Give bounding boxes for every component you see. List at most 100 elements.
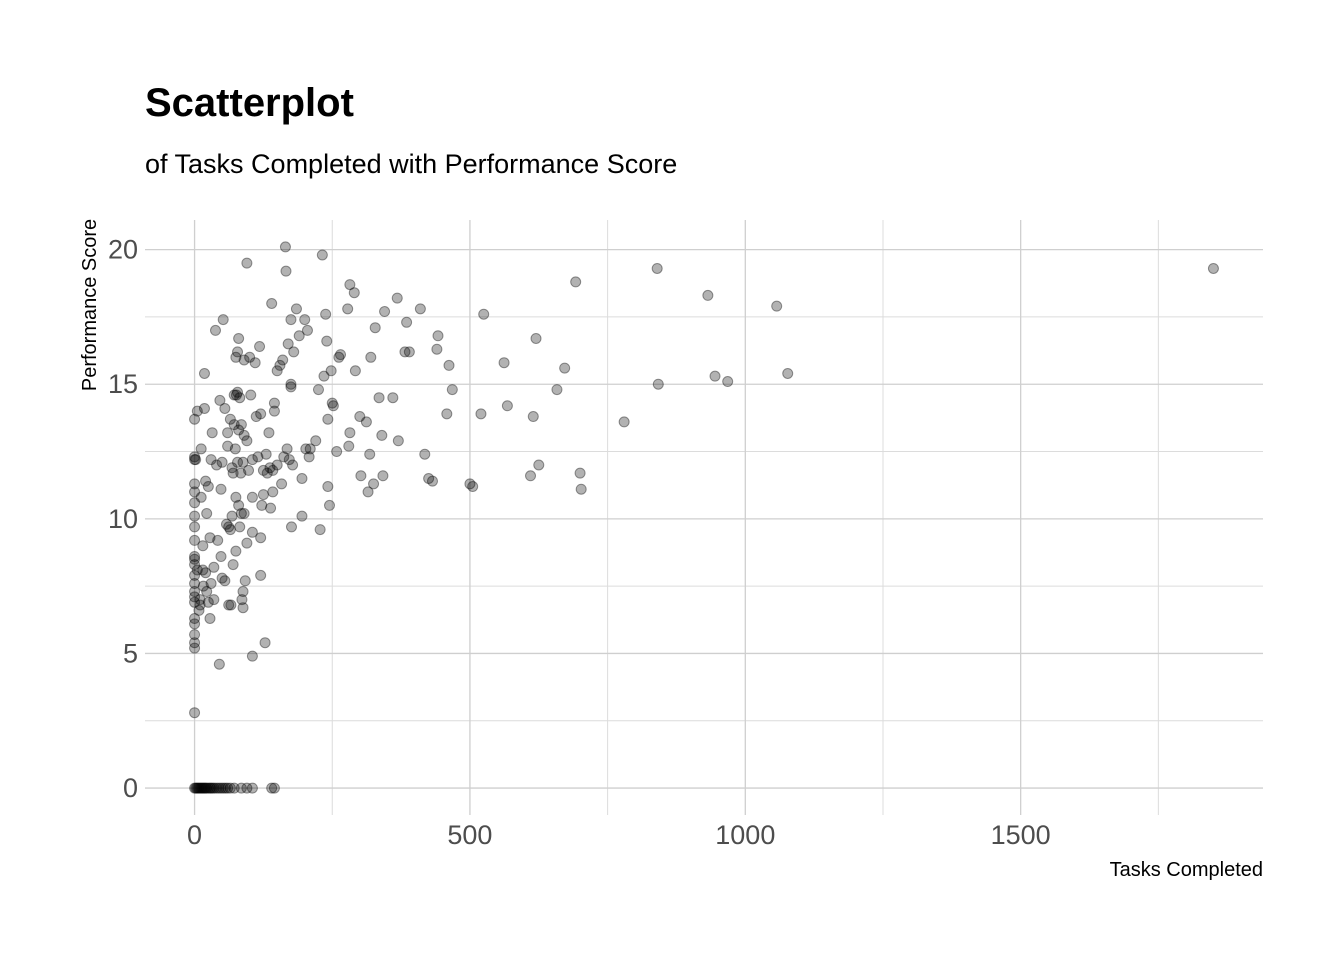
data-point <box>467 481 479 493</box>
chart-subtitle: of Tasks Completed with Performance Scor… <box>145 149 677 179</box>
data-point <box>432 330 444 342</box>
data-point <box>254 341 266 353</box>
data-point <box>198 367 210 379</box>
data-point <box>288 346 300 358</box>
data-point <box>216 572 228 584</box>
data-point <box>237 456 249 468</box>
data-point <box>228 389 240 401</box>
data-point <box>195 443 207 455</box>
data-point <box>215 483 227 495</box>
data-point <box>702 289 714 301</box>
data-point <box>304 443 316 455</box>
data-point <box>217 782 229 794</box>
data-point <box>226 462 238 474</box>
data-point <box>261 467 273 479</box>
data-point <box>189 413 201 425</box>
data-point <box>208 594 220 606</box>
data-point <box>369 322 381 334</box>
data-point <box>401 316 413 328</box>
data-point <box>322 481 334 493</box>
data-point <box>246 782 258 794</box>
data-point <box>498 357 510 369</box>
data-point <box>193 782 205 794</box>
data-point <box>189 553 201 565</box>
data-point <box>208 782 220 794</box>
data-point <box>235 782 247 794</box>
data-point <box>222 427 234 439</box>
data-point <box>190 454 202 466</box>
data-point <box>189 642 201 654</box>
data-point <box>399 346 411 358</box>
data-point <box>303 451 315 463</box>
data-point <box>344 279 356 291</box>
data-point <box>278 451 290 463</box>
data-point <box>257 464 269 476</box>
data-point <box>343 440 355 452</box>
data-point <box>271 365 283 377</box>
data-point <box>215 551 227 563</box>
data-point <box>202 596 214 608</box>
y-tick-label: 10 <box>108 504 138 534</box>
data-point <box>279 241 291 253</box>
data-point <box>228 419 240 431</box>
x-tick-label: 1500 <box>991 820 1051 850</box>
data-point <box>205 454 217 466</box>
data-point <box>189 534 201 546</box>
data-point <box>344 427 356 439</box>
data-point <box>189 559 201 571</box>
data-point <box>501 400 513 412</box>
data-point <box>230 351 242 363</box>
data-point <box>296 472 308 484</box>
data-point <box>391 292 403 304</box>
data-point <box>200 567 212 579</box>
data-point <box>196 782 208 794</box>
data-point <box>224 782 236 794</box>
data-point <box>274 359 286 371</box>
data-point <box>195 782 207 794</box>
data-point <box>349 365 361 377</box>
data-point <box>222 440 234 452</box>
data-point <box>771 300 783 312</box>
data-point <box>226 510 238 522</box>
data-point <box>241 257 253 269</box>
data-point <box>335 349 347 361</box>
x-axis-title: Tasks Completed <box>1110 859 1263 881</box>
y-tick-label: 15 <box>108 369 138 399</box>
data-point <box>327 400 339 412</box>
data-point <box>189 591 201 603</box>
data-point <box>202 481 214 493</box>
data-point <box>237 586 249 598</box>
data-point <box>228 782 240 794</box>
data-point <box>266 297 278 309</box>
data-point <box>189 596 201 608</box>
data-point <box>268 397 280 409</box>
data-point <box>265 502 277 514</box>
data-point <box>260 448 272 460</box>
data-point <box>618 416 630 428</box>
data-point <box>233 424 245 436</box>
data-point <box>475 408 487 420</box>
data-point <box>189 551 201 563</box>
data-point <box>197 540 209 552</box>
data-point <box>245 389 257 401</box>
data-point <box>246 650 258 662</box>
data-point <box>575 483 587 495</box>
data-point <box>219 402 231 414</box>
grid-lines <box>145 220 1263 815</box>
data-point <box>246 526 258 538</box>
chart-title: Scatterplot <box>145 81 354 125</box>
data-point <box>280 265 292 277</box>
data-point <box>191 564 203 576</box>
data-point <box>318 370 330 382</box>
data-point <box>244 351 256 363</box>
data-point <box>277 354 289 366</box>
data-point <box>722 376 734 388</box>
data-point <box>189 707 201 719</box>
data-point <box>364 448 376 460</box>
data-point <box>325 365 337 377</box>
data-point <box>213 658 225 670</box>
data-point <box>255 532 267 544</box>
data-point <box>423 472 435 484</box>
data-point <box>189 454 201 466</box>
data-point <box>233 332 245 344</box>
